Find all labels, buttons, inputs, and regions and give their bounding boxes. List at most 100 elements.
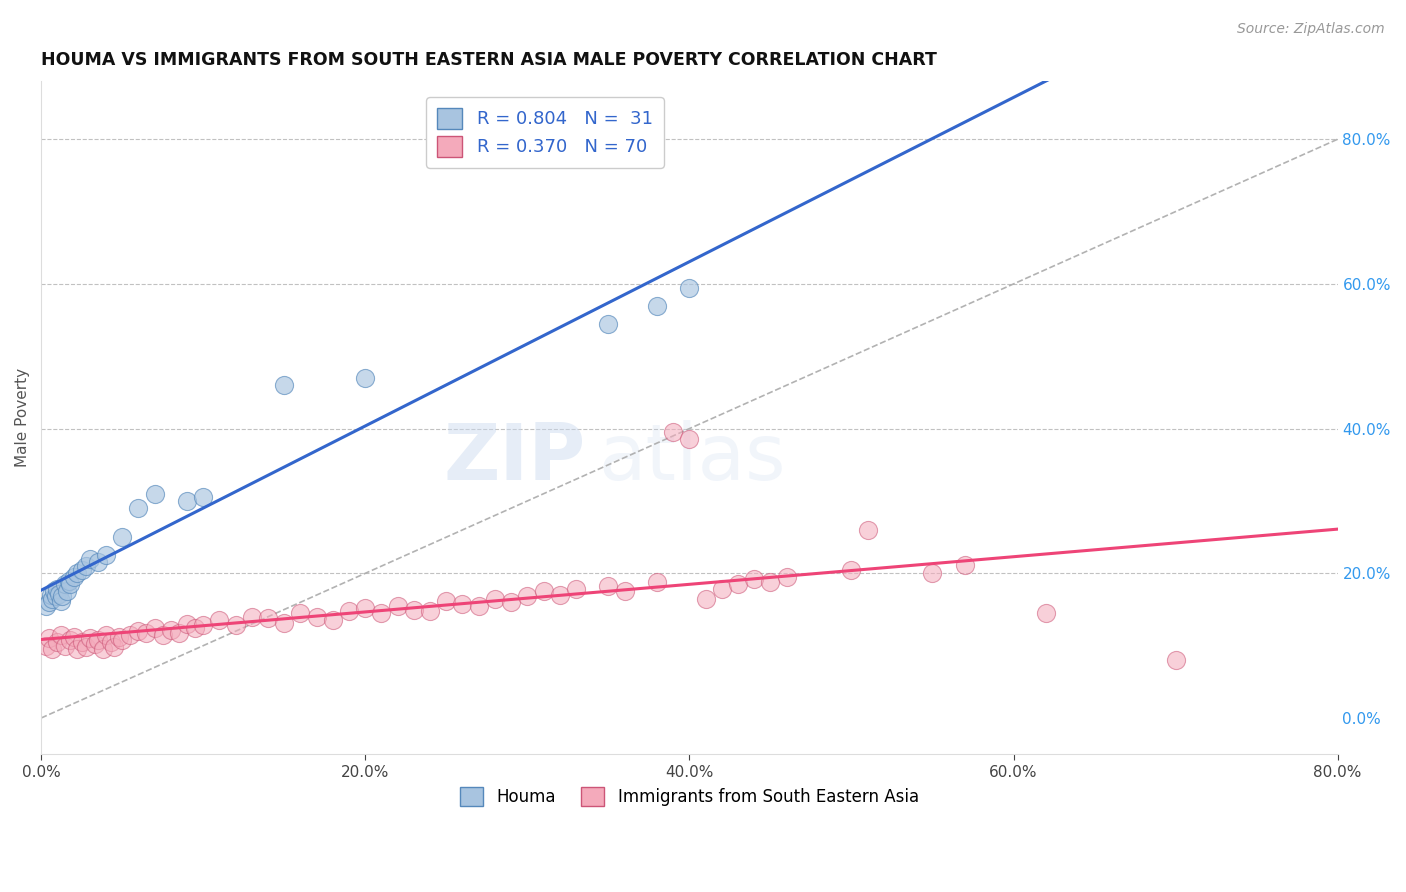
Point [678,433,700,447]
Y-axis label: Male Poverty: Male Poverty [15,368,30,467]
Point [565,582,588,597]
Point [120,628,142,642]
Point [193,618,215,632]
Point [83,637,105,651]
Point [759,574,782,589]
Point [273,615,295,630]
Point [87,632,110,647]
Point [484,591,506,606]
Point [62,630,84,644]
Point [953,558,976,572]
Point [176,494,198,508]
Point [240,609,263,624]
Point [662,425,685,440]
Point [533,584,555,599]
Point [62,570,84,584]
Point [434,594,457,608]
Point [305,609,328,624]
Point [79,632,101,646]
Point [35,639,58,653]
Point [66,642,89,657]
Point [419,604,441,618]
Text: atlas: atlas [599,420,786,496]
Point [354,371,377,385]
Point [46,635,69,649]
Point [58,574,80,588]
Point [598,579,620,593]
Point [1035,606,1057,620]
Point [94,628,117,642]
Point [208,613,231,627]
Point [49,628,72,642]
Legend: Houma, Immigrants from South Eastern Asia: Houma, Immigrants from South Eastern Asi… [453,780,925,814]
Point [66,566,89,581]
Point [152,628,174,642]
Point [322,613,344,627]
Point [257,611,280,625]
Point [548,588,571,602]
Point [467,599,489,613]
Point [103,640,125,654]
Point [76,640,98,654]
Point [501,595,523,609]
Point [127,501,149,516]
Point [598,317,620,331]
Point [39,588,62,602]
Point [59,632,82,647]
Point [856,523,879,537]
Point [79,552,101,566]
Text: HOUMA VS IMMIGRANTS FROM SOUTH EASTERN ASIA MALE POVERTY CORRELATION CHART: HOUMA VS IMMIGRANTS FROM SOUTH EASTERN A… [41,51,936,69]
Point [41,591,63,606]
Point [841,563,863,577]
Point [51,590,73,604]
Point [710,582,733,597]
Point [111,530,134,544]
Point [59,577,82,591]
Point [70,635,93,649]
Point [184,621,207,635]
Text: ZIP: ZIP [443,420,586,496]
Point [41,642,63,657]
Point [100,635,122,649]
Point [273,378,295,392]
Point [1164,653,1187,667]
Point [91,642,114,657]
Point [645,574,668,589]
Point [76,559,98,574]
Point [727,577,749,591]
Point [38,595,60,609]
Point [337,604,360,618]
Point [143,621,166,635]
Point [56,584,79,599]
Point [775,570,797,584]
Point [402,602,425,616]
Point [167,625,190,640]
Point [46,582,69,597]
Point [87,556,110,570]
Point [42,584,65,599]
Point [35,599,58,613]
Point [225,618,247,632]
Point [678,280,700,294]
Point [143,487,166,501]
Point [387,599,409,613]
Point [70,563,93,577]
Point [55,577,77,591]
Point [516,590,538,604]
Point [451,597,474,611]
Point [921,566,943,581]
Point [613,584,636,599]
Point [48,586,70,600]
Point [159,623,181,637]
Point [135,625,157,640]
Point [193,491,215,505]
Point [49,594,72,608]
Text: Source: ZipAtlas.com: Source: ZipAtlas.com [1237,22,1385,37]
Point [645,299,668,313]
Point [290,606,312,620]
Point [354,601,377,615]
Point [55,639,77,653]
Point [111,632,134,647]
Point [176,617,198,632]
Point [695,591,717,606]
